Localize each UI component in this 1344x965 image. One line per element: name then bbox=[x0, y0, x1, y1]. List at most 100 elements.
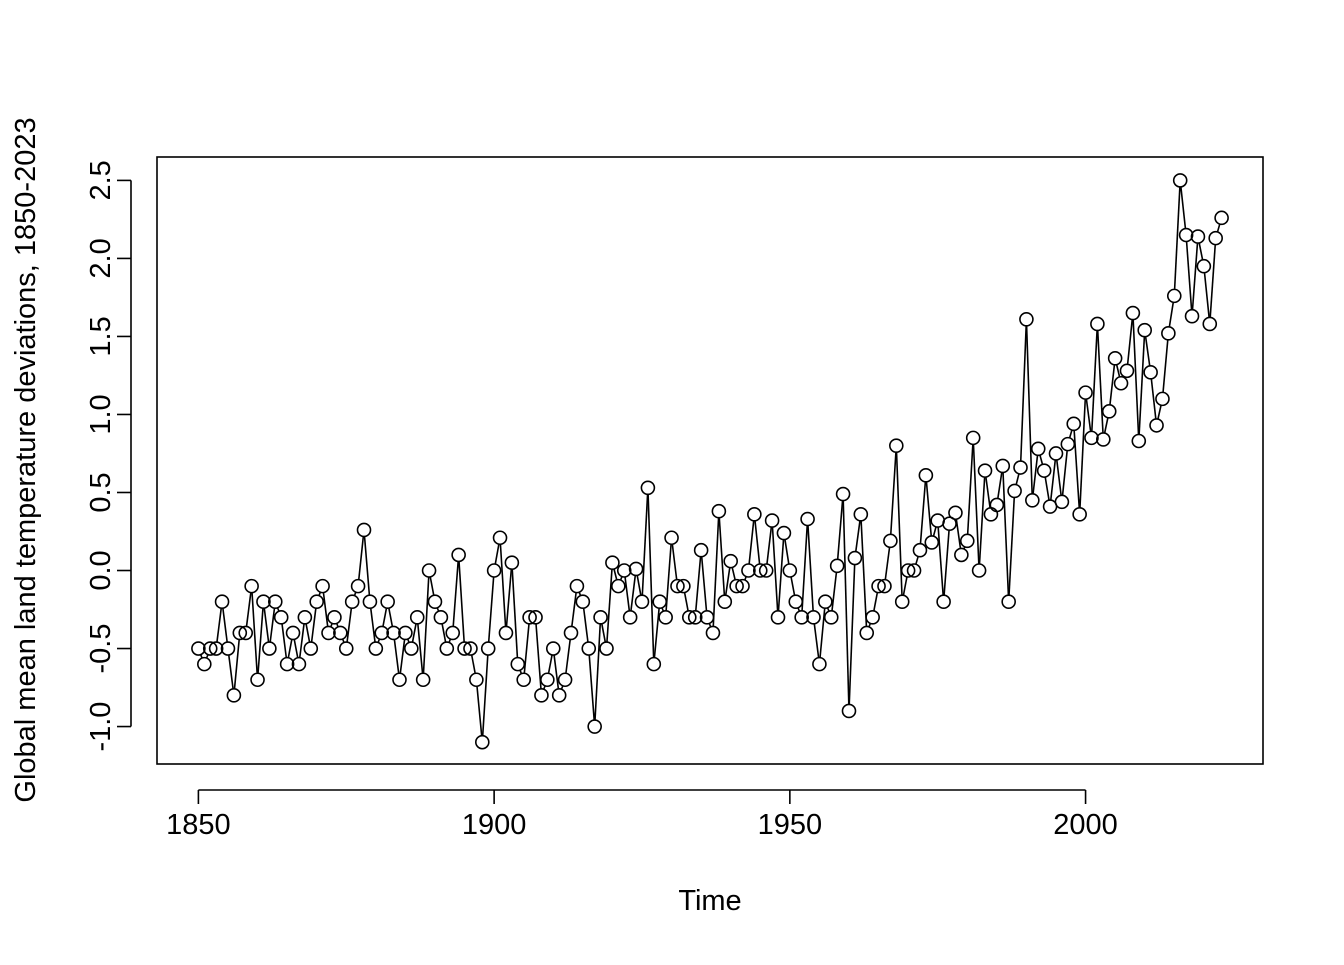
series-segment bbox=[869, 624, 870, 627]
series-segment bbox=[1163, 340, 1168, 392]
data-point bbox=[1079, 386, 1092, 399]
data-point bbox=[1144, 366, 1157, 379]
series-segment bbox=[378, 639, 379, 642]
data-point bbox=[428, 595, 441, 608]
series-segment bbox=[956, 520, 960, 548]
series-segment bbox=[1199, 243, 1202, 259]
data-point bbox=[1162, 327, 1175, 340]
y-tick-label: 1.0 bbox=[85, 394, 117, 434]
series-segment bbox=[343, 639, 344, 642]
data-point bbox=[695, 544, 708, 557]
series-segment bbox=[223, 609, 227, 642]
data-point bbox=[919, 469, 932, 482]
series-segment bbox=[1074, 431, 1079, 508]
data-point bbox=[517, 673, 530, 686]
series-segment bbox=[524, 624, 529, 672]
data-point bbox=[842, 704, 855, 717]
data-point bbox=[559, 673, 572, 686]
series-segment bbox=[312, 609, 316, 642]
series-segment bbox=[696, 557, 701, 610]
data-point bbox=[452, 548, 465, 561]
x-tick-label: 1950 bbox=[758, 809, 823, 841]
series-segment bbox=[413, 624, 416, 641]
data-point bbox=[423, 564, 436, 577]
series-segment bbox=[477, 687, 482, 735]
data-point bbox=[766, 514, 779, 527]
data-point bbox=[1103, 405, 1116, 418]
data-point bbox=[417, 673, 430, 686]
series-segment bbox=[820, 609, 825, 657]
data-point bbox=[1120, 364, 1133, 377]
series-segment bbox=[944, 531, 949, 595]
series-segment bbox=[685, 593, 688, 610]
series-segment bbox=[1169, 303, 1173, 327]
series-segment bbox=[726, 568, 730, 595]
series-segment bbox=[449, 639, 450, 642]
series-segment bbox=[745, 577, 746, 580]
series-segment bbox=[572, 593, 576, 626]
series-segment bbox=[1193, 244, 1198, 310]
series-segment bbox=[1057, 460, 1061, 494]
series-segment bbox=[472, 655, 475, 672]
data-point bbox=[973, 564, 986, 577]
y-tick-label: 1.5 bbox=[85, 316, 117, 356]
series-segment bbox=[1181, 187, 1185, 228]
data-point bbox=[819, 595, 832, 608]
series-segment bbox=[1133, 320, 1138, 434]
data-point bbox=[381, 595, 394, 608]
data-point bbox=[606, 556, 619, 569]
data-point bbox=[1174, 174, 1187, 187]
data-point bbox=[801, 513, 814, 526]
data-point bbox=[967, 431, 980, 444]
series-segment bbox=[300, 624, 304, 657]
series-segment bbox=[791, 577, 794, 594]
y-tick-label: -0.5 bbox=[85, 624, 117, 674]
data-point bbox=[712, 505, 725, 518]
series-segment bbox=[383, 609, 386, 626]
series-segment bbox=[1210, 245, 1215, 317]
data-point bbox=[777, 527, 790, 540]
data-point bbox=[570, 580, 583, 593]
series-segment bbox=[1040, 456, 1042, 464]
data-point bbox=[937, 595, 950, 608]
data-point bbox=[955, 548, 968, 561]
series-segment bbox=[968, 445, 973, 534]
data-point bbox=[600, 642, 613, 655]
series-segment bbox=[828, 608, 829, 611]
data-point bbox=[1067, 417, 1080, 430]
series-segment bbox=[442, 624, 445, 641]
series-segment bbox=[424, 577, 429, 672]
data-point bbox=[1150, 419, 1163, 432]
data-point bbox=[505, 556, 518, 569]
data-point bbox=[1109, 352, 1122, 365]
data-point bbox=[1126, 307, 1139, 320]
data-point bbox=[446, 626, 459, 639]
series-segment bbox=[400, 640, 404, 673]
data-point bbox=[837, 488, 850, 501]
series-segment bbox=[1009, 498, 1014, 595]
data-point bbox=[393, 673, 406, 686]
data-point bbox=[772, 611, 785, 624]
series-segment bbox=[217, 609, 221, 642]
series-segment bbox=[371, 609, 375, 642]
data-point bbox=[996, 459, 1009, 472]
data-point bbox=[369, 642, 382, 655]
series-segment bbox=[938, 528, 943, 595]
series-segment bbox=[331, 624, 332, 627]
series-segment bbox=[637, 576, 640, 595]
series-segment bbox=[1128, 320, 1132, 364]
data-point bbox=[440, 642, 453, 655]
series-segment bbox=[1151, 379, 1155, 418]
data-point bbox=[1215, 211, 1228, 224]
series-segment bbox=[483, 656, 488, 736]
series-segment bbox=[672, 545, 676, 579]
data-point bbox=[310, 595, 323, 608]
data-point bbox=[718, 595, 731, 608]
data-point bbox=[913, 544, 926, 557]
data-point bbox=[488, 564, 501, 577]
series-segment bbox=[625, 577, 629, 610]
series-segment bbox=[1086, 400, 1090, 431]
data-point bbox=[1191, 230, 1204, 243]
data-point bbox=[511, 658, 524, 671]
